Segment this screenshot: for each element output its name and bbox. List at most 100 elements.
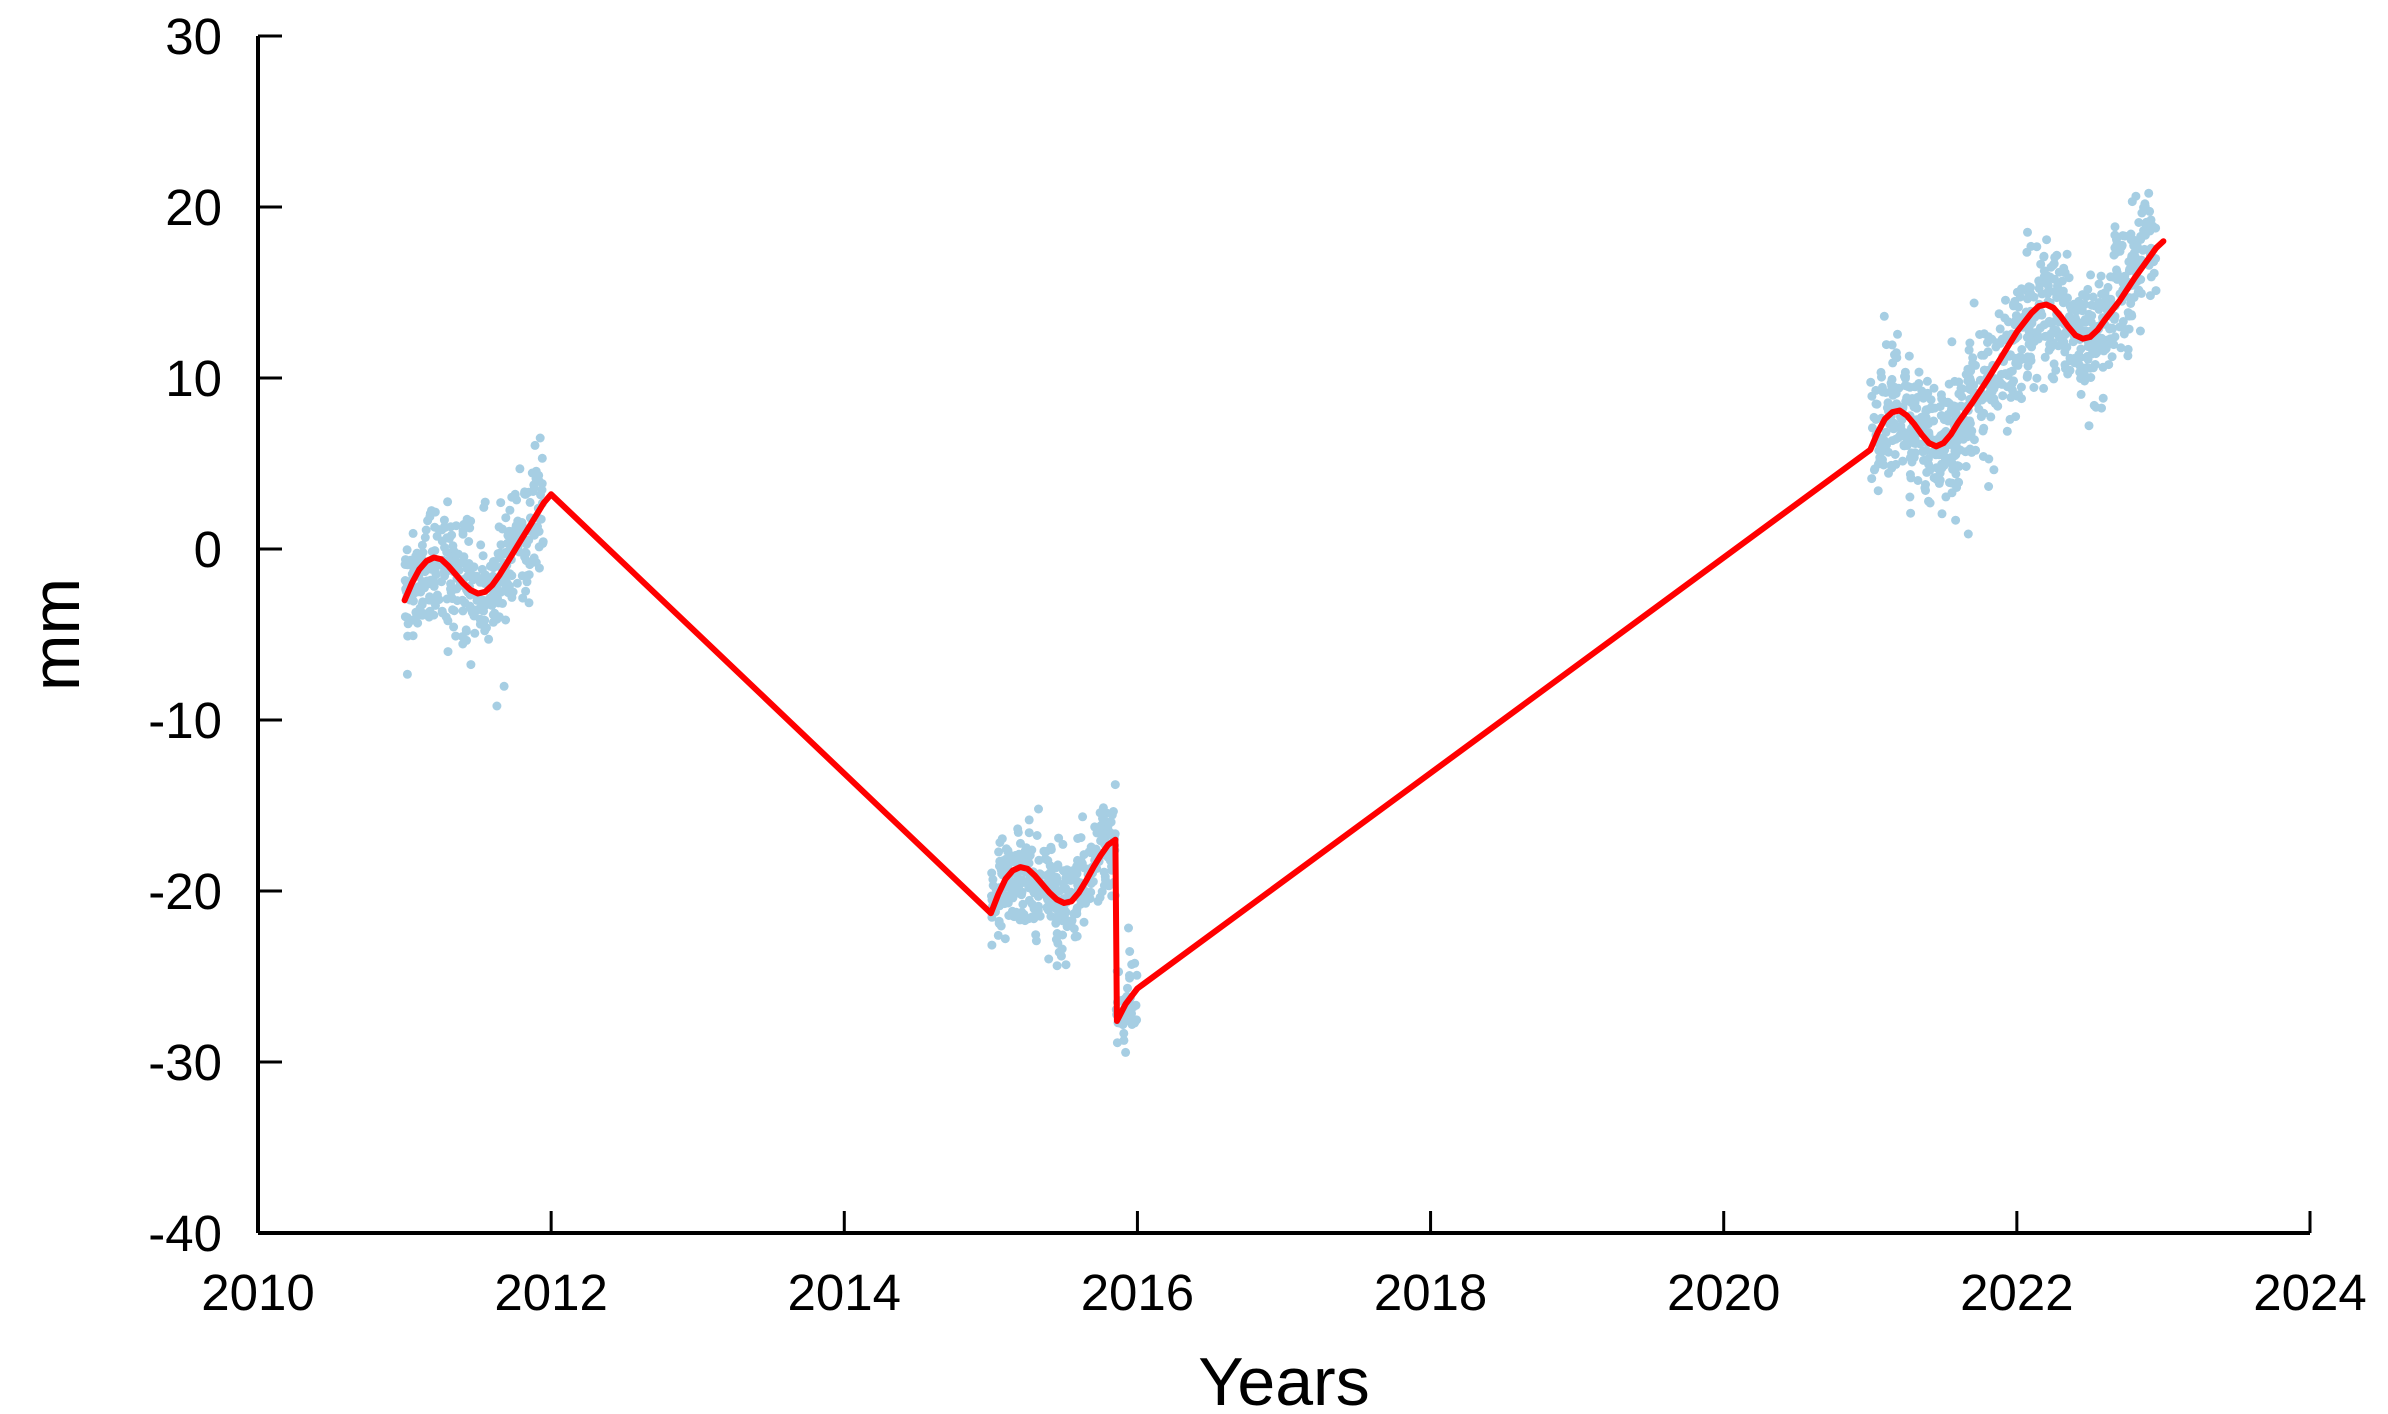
data-point	[1024, 828, 1034, 838]
data-point	[1046, 845, 1056, 855]
data-point	[448, 605, 458, 615]
data-point	[2135, 326, 2145, 336]
data-point	[2116, 343, 2126, 353]
data-point	[996, 921, 1006, 931]
data-point	[1975, 330, 1985, 339]
data-point	[408, 596, 418, 606]
data-point	[1072, 906, 1082, 916]
data-point	[524, 570, 534, 580]
data-point	[1887, 340, 1897, 350]
data-point	[459, 519, 469, 529]
data-point	[1044, 899, 1054, 909]
data-point	[536, 514, 546, 524]
x-tick-label: 2010	[201, 1264, 314, 1321]
data-point	[461, 626, 471, 636]
data-point	[1995, 324, 2005, 334]
data-point	[1950, 376, 1960, 386]
data-point	[2024, 323, 2034, 333]
data-point	[1917, 386, 1927, 396]
data-point	[402, 545, 412, 555]
data-point	[998, 856, 1008, 866]
data-point	[1927, 404, 1937, 414]
data-point	[443, 497, 453, 507]
data-point	[1061, 915, 1071, 925]
data-point	[2049, 359, 2059, 369]
data-point	[458, 606, 468, 616]
data-point	[2134, 218, 2144, 227]
data-point	[1057, 944, 1067, 954]
data-point	[1078, 812, 1088, 822]
data-point	[2007, 379, 2017, 389]
data-point	[513, 517, 523, 527]
data-point	[2118, 317, 2128, 326]
y-tick-label: -30	[148, 1034, 222, 1091]
x-tick-label: 2016	[1081, 1264, 1194, 1321]
data-point	[1989, 465, 1999, 475]
data-point	[1892, 399, 1902, 409]
data-point	[1024, 858, 1034, 868]
data-point	[2032, 373, 2042, 383]
data-point	[2063, 369, 2073, 379]
data-point	[443, 647, 453, 657]
data-point	[1961, 462, 1971, 471]
data-point	[470, 628, 480, 638]
data-point	[988, 881, 998, 890]
data-point	[466, 660, 476, 670]
y-tick-label: -40	[148, 1205, 222, 1262]
data-point	[1935, 468, 1945, 478]
data-point	[1914, 367, 1924, 377]
data-point	[505, 505, 515, 515]
data-point	[534, 476, 544, 486]
data-point	[499, 681, 509, 691]
data-point	[2099, 339, 2109, 348]
data-point	[530, 440, 540, 450]
data-point	[2039, 383, 2049, 393]
y-tick-label: -10	[148, 692, 222, 749]
data-point	[2057, 338, 2067, 348]
data-point	[2083, 342, 2093, 352]
data-point	[2145, 291, 2155, 301]
data-point	[2100, 291, 2110, 301]
data-point	[1044, 954, 1054, 964]
data-point	[501, 513, 511, 523]
data-point	[496, 587, 506, 597]
data-point	[2108, 323, 2118, 333]
data-point	[1055, 886, 1065, 896]
x-tick-label: 2020	[1667, 1264, 1780, 1321]
data-point	[1000, 934, 1010, 944]
data-point	[1033, 891, 1043, 901]
data-point	[1097, 887, 1107, 897]
data-point	[2096, 271, 2106, 281]
data-point	[2057, 276, 2067, 286]
data-point	[1024, 849, 1034, 859]
data-point	[1998, 391, 2008, 401]
data-point	[1963, 364, 1973, 374]
data-point	[1969, 298, 1979, 308]
data-point	[1020, 878, 1030, 888]
y-tick-label: 30	[165, 8, 222, 65]
data-point	[1925, 498, 1935, 508]
data-point	[1032, 831, 1042, 840]
data-point	[417, 600, 427, 610]
data-point	[2072, 356, 2082, 366]
data-point	[458, 529, 468, 539]
data-point	[1913, 476, 1923, 485]
data-point	[1943, 397, 1953, 407]
data-point	[2094, 279, 2104, 289]
data-point	[1924, 459, 1934, 469]
data-point	[1918, 447, 1928, 457]
data-point	[1951, 442, 1961, 452]
data-point	[1008, 908, 1018, 918]
data-point	[2088, 292, 2098, 302]
data-point	[2124, 324, 2134, 334]
data-point	[2107, 352, 2117, 362]
data-point	[525, 560, 535, 570]
data-point	[1969, 435, 1979, 445]
data-point	[1873, 486, 1883, 496]
data-point	[525, 497, 535, 507]
x-tick-label: 2022	[1960, 1264, 2073, 1321]
data-point	[1072, 865, 1082, 875]
data-point	[1978, 426, 1988, 436]
data-point	[2026, 241, 2036, 251]
data-point	[1996, 369, 2006, 379]
